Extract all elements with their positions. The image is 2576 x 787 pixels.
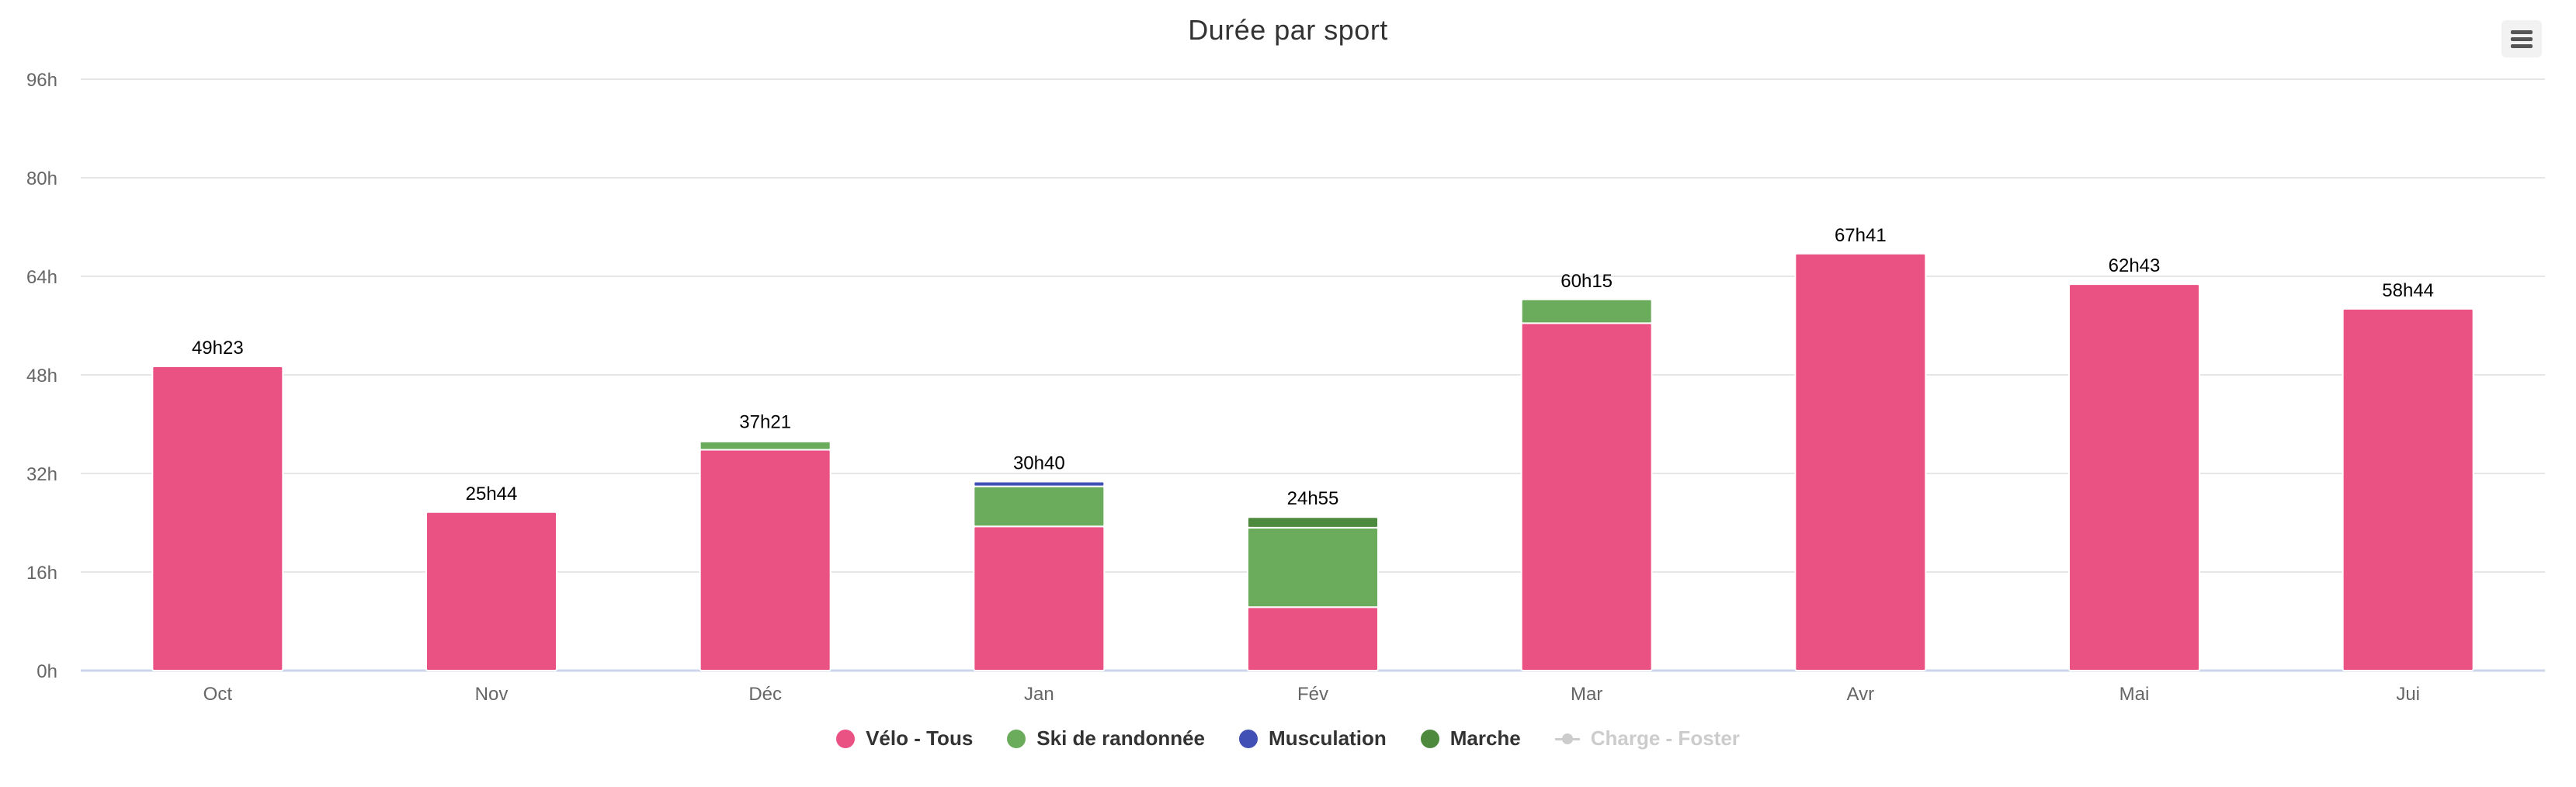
plot-area: 0h 16h 32h 48h 64h 80h 96h 49h23 Oct 25h44 Nov 37h2… [26,70,2545,705]
legend-marker-icon [1007,729,1026,748]
bar-segment [425,511,557,671]
legend-label: Charge - Foster [1590,726,1740,750]
legend-label: Musculation [1269,726,1387,750]
y-tick-label: 0h [36,661,57,682]
x-tick-label: Oct [203,684,233,705]
x-tick-label: Jui [2396,684,2420,705]
x-tick-label: Jan [1024,684,1054,705]
x-tick-label: Avr [1847,684,1875,705]
data-label: 25h44 [466,484,518,504]
bar-segment [151,366,284,671]
data-label: 24h55 [1287,488,1339,509]
bar-segment [1247,606,1379,672]
data-label: 67h41 [1835,225,1887,246]
legend-label: Ski de randonnée [1036,726,1206,750]
y-tick-label: 96h [26,70,57,91]
legend-marker-icon [836,729,856,748]
chart-menu-button[interactable] [2501,20,2542,57]
data-label: 58h44 [2382,280,2434,301]
data-label: 60h15 [1561,271,1613,292]
bar-segment [973,480,1106,487]
legend-marker-icon [1420,729,1439,748]
y-tick-label: 48h [26,366,57,387]
bar-segment [2068,283,2200,671]
bar-segment [973,485,1106,528]
bar-segment [1520,322,1653,671]
bar-segment [1520,298,1653,324]
bar-segment [699,449,831,671]
x-tick-label: Nov [475,684,509,705]
data-label: 49h23 [192,338,244,359]
data-label: 62h43 [2109,255,2161,276]
legend-marker-icon [1239,729,1258,748]
legend-item[interactable]: Musculation [1239,726,1387,751]
bar-segment [1247,526,1379,608]
legend-item[interactable]: Ski de randonnée [1007,726,1205,751]
hamburger-menu-icon [2511,30,2533,34]
x-tick-label: Mai [2119,684,2150,705]
x-tick-label: Déc [748,684,782,705]
legend-line-marker-icon [1554,730,1580,748]
data-label: 30h40 [1013,453,1065,474]
bar-segment [2342,307,2474,671]
y-tick-label: 32h [26,464,57,485]
bar-segment [1794,252,1927,672]
data-label: 37h21 [739,411,791,432]
legend-item[interactable]: Vélo - Tous [836,726,973,751]
y-tick-label: 80h [26,168,57,189]
legend-label: Marche [1449,726,1521,750]
chart-title: Durée par sport [1188,14,1388,46]
bar-segment [973,525,1106,672]
legend-label: Vélo - Tous [866,726,974,750]
x-tick-label: Mar [1571,684,1602,705]
x-tick-label: Fév [1297,684,1328,705]
legend-item[interactable]: Marche [1420,726,1521,751]
bar-segment [699,439,831,442]
bar-segment [1247,516,1379,529]
y-tick-label: 16h [26,563,57,584]
legend-item-hidden[interactable]: Charge - Foster [1554,726,1740,751]
y-tick-label: 64h [26,267,57,288]
legend: Vélo - Tous Ski de randonnée Musculation Ma… [0,726,2576,751]
